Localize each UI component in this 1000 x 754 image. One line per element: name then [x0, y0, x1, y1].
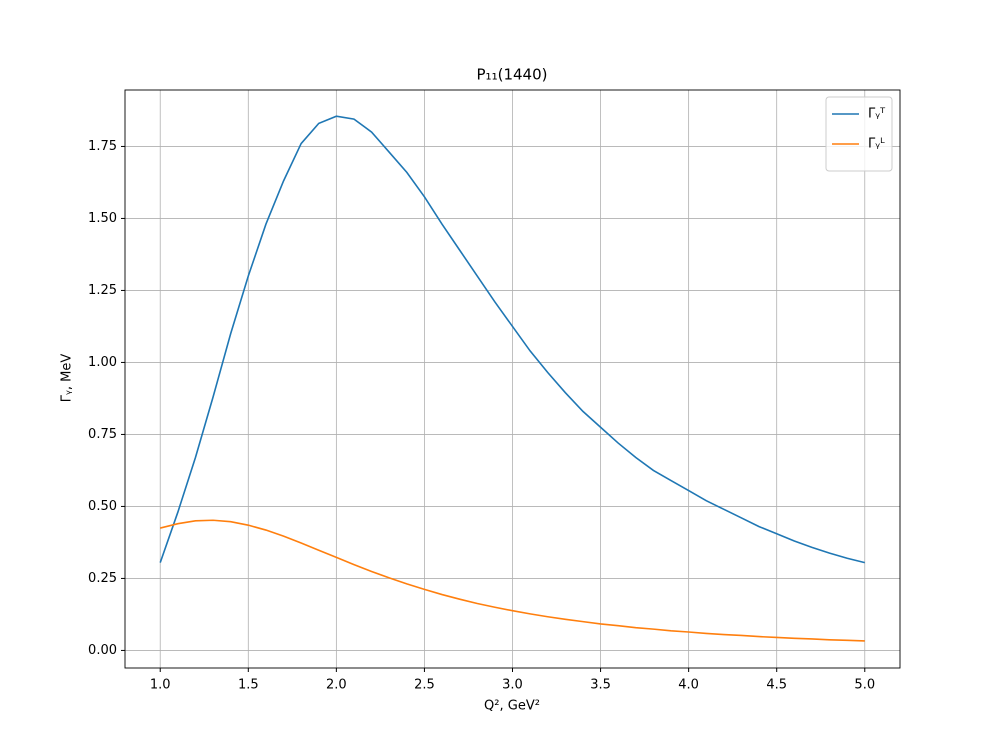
y-axis-label: Γᵧ, MeV — [60, 354, 75, 403]
legend-label: Γᵧᴸ — [868, 137, 885, 152]
plot-frame — [124, 89, 901, 669]
x-tick-label: 3.5 — [590, 678, 611, 693]
chart-title: P₁₁(1440) — [477, 66, 548, 84]
x-tick-label: 5.0 — [854, 678, 875, 693]
y-tick-label: 0.25 — [88, 571, 117, 586]
y-tick-label: 0.00 — [88, 643, 117, 658]
x-tick-label: 1.0 — [150, 678, 171, 693]
legend-box — [825, 96, 893, 172]
y-tick-label: 1.50 — [88, 211, 117, 226]
data-line — [160, 519, 865, 642]
y-tick-label: 1.25 — [88, 283, 117, 298]
legend-label: Γᵧᵀ — [868, 107, 886, 122]
x-tick-label: 4.0 — [678, 678, 699, 693]
data-line — [159, 115, 865, 564]
x-tick-label: 2.0 — [326, 678, 347, 693]
x-tick-label: 2.5 — [414, 678, 435, 693]
y-tick-label: 1.75 — [88, 139, 117, 154]
x-tick-label: 3.0 — [502, 678, 523, 693]
x-tick-label: 1.5 — [238, 678, 259, 693]
x-axis-label: Q², GeV² — [484, 699, 540, 714]
y-tick-label: 0.75 — [88, 427, 117, 442]
x-tick-label: 4.5 — [766, 678, 787, 693]
y-tick-label: 1.00 — [88, 355, 117, 370]
y-tick-label: 0.50 — [88, 499, 117, 514]
